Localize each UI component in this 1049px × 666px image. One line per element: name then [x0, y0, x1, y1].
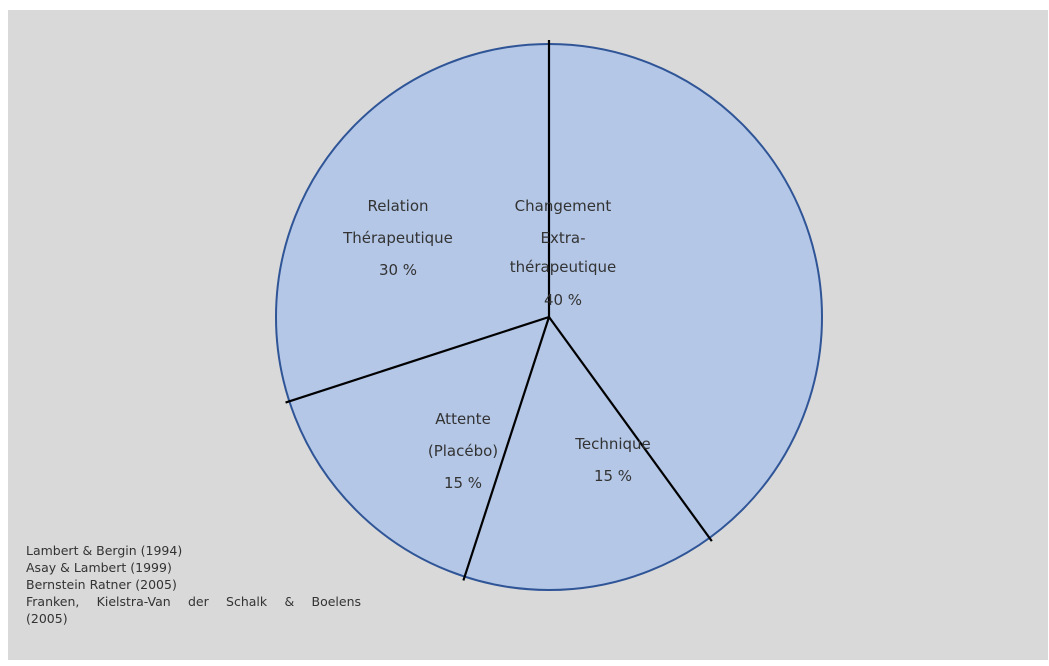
- slice-label-line: (Placébo): [427, 442, 499, 460]
- slice-label-line: 15 %: [593, 467, 633, 485]
- slice-label-line: Changement: [514, 197, 612, 215]
- reference-item: Asay & Lambert (1999): [26, 560, 172, 575]
- reference-item: (2005): [26, 611, 68, 626]
- slice-label-line: 15 %: [443, 474, 483, 492]
- pie-slice: [289, 317, 549, 577]
- slice-divider: [285, 315, 550, 404]
- slice-label-line: Extra-: [540, 229, 586, 247]
- chart-panel: Changement Extra- thérapeutique 40 % Rel…: [8, 10, 1048, 660]
- pie-slice: [464, 317, 710, 590]
- slice-divider: [548, 316, 713, 542]
- slice-label-line: thérapeutique: [509, 258, 617, 276]
- reference-item: Bernstein Ratner (2005): [26, 577, 177, 592]
- references: Lambert & Bergin (1994) Asay & Lambert (…: [26, 542, 361, 627]
- slice-label-technique: Technique 15 %: [513, 428, 713, 492]
- slice-label-line: 40 %: [543, 291, 583, 309]
- slice-label-line: 30 %: [378, 261, 418, 279]
- slice-label-line: Technique: [575, 435, 651, 453]
- slice-label-line: Relation: [367, 197, 429, 215]
- pie-slice: [549, 44, 822, 538]
- slice-label-relation: Relation Thérapeutique 30 %: [298, 190, 498, 286]
- reference-item: Lambert & Bergin (1994): [26, 543, 183, 558]
- slice-divider: [462, 316, 551, 581]
- slice-label-attente: Attente (Placébo) 15 %: [363, 403, 563, 499]
- reference-item: Franken, Kielstra-Van der Schalk & Boele…: [26, 594, 361, 609]
- slice-label-line: Attente: [435, 410, 491, 428]
- pie-slice: [275, 44, 549, 402]
- slice-label-line: Thérapeutique: [343, 229, 453, 247]
- pie-chart: [275, 40, 823, 591]
- slice-label-changement: Changement Extra- thérapeutique 40 %: [463, 190, 663, 320]
